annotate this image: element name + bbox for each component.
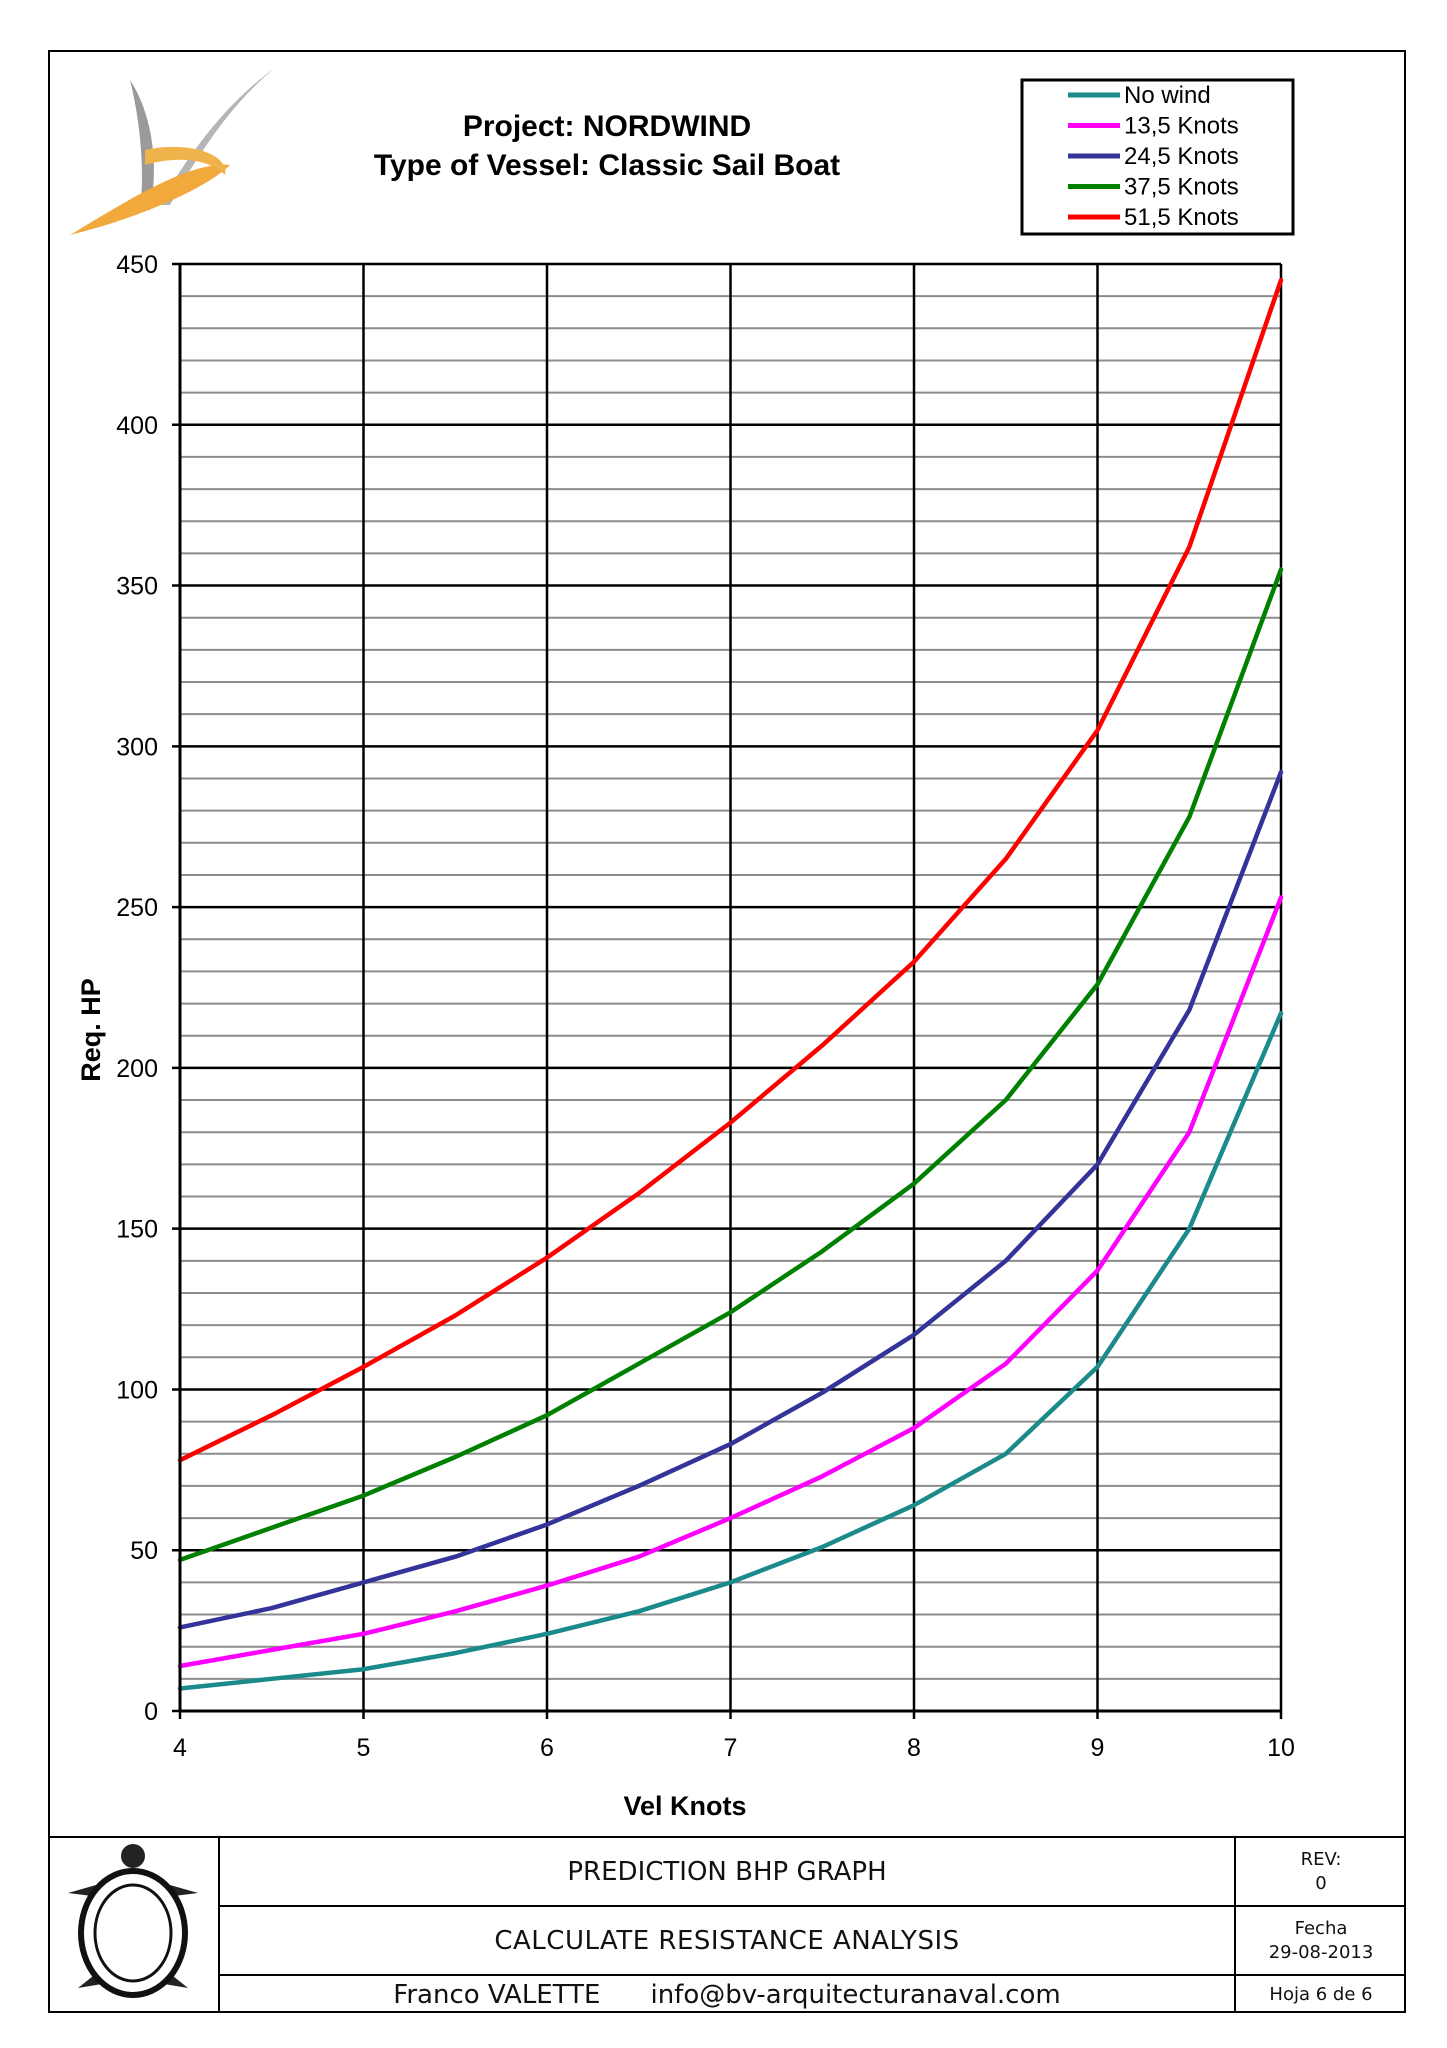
x-tick-label: 6: [540, 1734, 554, 1762]
date-cell: Fecha 29-08-2013: [1236, 1907, 1406, 1974]
y-tick-label: 350: [116, 573, 158, 601]
title-block: PREDICTION BHP GRAPH CALCULATE RESISTANC…: [48, 1836, 1406, 2013]
page-frame: [48, 50, 1406, 2013]
y-tick-labels: 0 50 100 150 200 250 300 350 400 450: [116, 251, 158, 1726]
turtle-logo: [48, 1838, 218, 2013]
date-value: 29-08-2013: [1268, 1941, 1374, 1963]
rev-label: REV:: [1300, 1848, 1342, 1870]
y-tick-label: 100: [116, 1376, 158, 1404]
chart-title: Project: NORDWIND: [463, 110, 751, 143]
legend-label: 51,5 Knots: [1124, 204, 1239, 231]
axes: [178, 264, 1281, 1713]
y-axis-label: Req. HP: [76, 978, 106, 1082]
y-tick-label: 0: [144, 1698, 158, 1726]
x-tick-label: 8: [907, 1734, 921, 1762]
analysis-title: CALCULATE RESISTANCE ANALYSIS: [494, 1925, 960, 1956]
author-row: Franco VALETTE info@bv-arquitecturanaval…: [220, 1976, 1234, 2013]
y-tick-label: 400: [116, 412, 158, 440]
company-logo: [70, 68, 275, 235]
legend: No wind 13,5 Knots 24,5 Knots 37,5 Knots 51,…: [1020, 78, 1295, 236]
x-tick-label: 7: [724, 1734, 738, 1762]
author-name: Franco VALETTE: [393, 1979, 601, 2010]
author-email: info@bv-arquitecturanaval.com: [650, 1979, 1061, 2010]
y-tick-label: 300: [116, 733, 158, 761]
x-tick-label: 10: [1267, 1734, 1295, 1762]
x-tick-label: 9: [1091, 1734, 1105, 1762]
y-tick-label: 250: [116, 894, 158, 922]
series-lines: [177, 277, 1284, 1691]
date-label: Fecha: [1294, 1917, 1348, 1939]
y-tick-label: 200: [116, 1055, 158, 1083]
x-tick-labels: 4 5 6 7 8 9 10: [173, 1734, 1295, 1762]
series-line-1: [177, 1010, 1284, 1691]
graph-title: PREDICTION BHP GRAPH: [567, 1856, 887, 1887]
sheet-number: Hoja 6 de 6: [1269, 1984, 1373, 2005]
legend-label: 24,5 Knots: [1124, 143, 1239, 170]
legend-label: 37,5 Knots: [1124, 174, 1239, 201]
chart: Project: NORDWIND Type of Vessel: Classi…: [70, 68, 1295, 1821]
y-tick-label: 450: [116, 251, 158, 279]
y-tick-label: 50: [130, 1537, 158, 1565]
legend-label: 13,5 Knots: [1124, 113, 1239, 140]
x-tick-label: 5: [357, 1734, 371, 1762]
rev-value: 0: [1315, 1872, 1327, 1894]
series-line-4: [177, 567, 1284, 1563]
series-line-3: [177, 769, 1284, 1630]
x-tick-label: 4: [173, 1734, 187, 1762]
series-line-5: [177, 277, 1284, 1463]
x-axis-label: Vel Knots: [623, 1791, 746, 1821]
chart-subtitle: Type of Vessel: Classic Sail Boat: [374, 149, 840, 182]
y-tick-label: 150: [116, 1216, 158, 1244]
legend-label: No wind: [1124, 82, 1211, 109]
revision-cell: REV: 0: [1236, 1838, 1406, 1905]
major-gridlines: [172, 262, 1283, 1719]
series-line-2: [177, 895, 1284, 1669]
